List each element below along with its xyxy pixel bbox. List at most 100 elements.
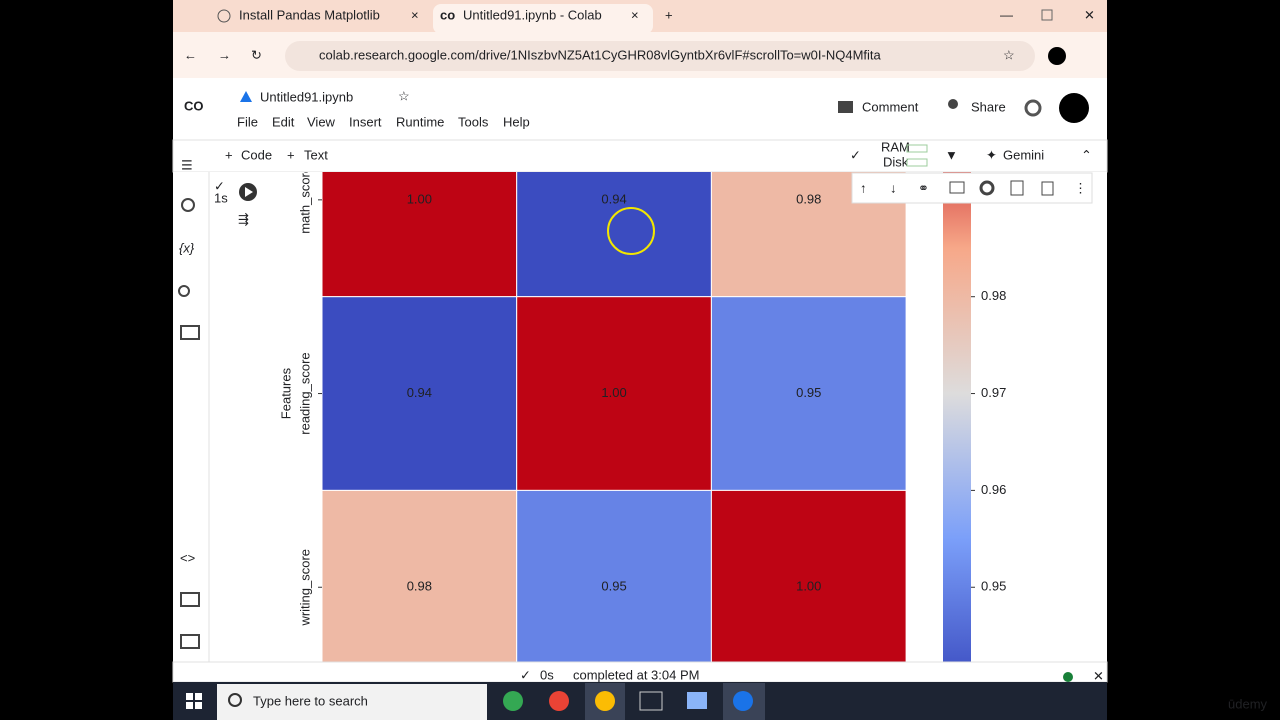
colorbar-tick-label: 0.97	[981, 385, 1006, 400]
tab-title[interactable]: Untitled91.ipynb - Colab	[463, 7, 602, 22]
drive-icon	[240, 91, 252, 102]
colab-logo[interactable]: CO	[184, 98, 204, 113]
tab-title[interactable]: Install Pandas Matplotlib	[239, 7, 380, 22]
status-dot	[1063, 672, 1073, 682]
settings[interactable]	[1024, 99, 1042, 117]
plus: +	[287, 147, 295, 162]
start	[195, 693, 202, 700]
start[interactable]	[186, 693, 193, 700]
more[interactable]: ⋮	[1074, 180, 1087, 195]
colorbar-tick-label: 0.98	[981, 288, 1006, 303]
comment-cell[interactable]	[949, 181, 965, 194]
gemini[interactable]: Gemini	[1003, 147, 1044, 162]
disk-bar	[906, 158, 928, 167]
terminal[interactable]	[180, 634, 200, 649]
cell-settings[interactable]	[979, 180, 995, 196]
back[interactable]: ←	[184, 47, 197, 62]
forward[interactable]: →	[218, 47, 231, 62]
menu-item[interactable]: Runtime	[396, 114, 444, 129]
app-chrome	[595, 691, 615, 711]
search-placeholder[interactable]: Type here to search	[253, 693, 368, 708]
notebook-name[interactable]: Untitled91.ipynb	[260, 89, 353, 104]
toc[interactable]: ☰	[181, 157, 193, 172]
link[interactable]: ⚭	[918, 180, 929, 195]
row-label: reading_score	[297, 352, 312, 434]
search-box[interactable]	[217, 684, 487, 720]
menu-item[interactable]: Edit	[272, 114, 295, 129]
close-window[interactable]: ✕	[1084, 7, 1095, 22]
heatmap-cell	[321, 296, 518, 491]
tab-icon	[217, 9, 231, 23]
reload[interactable]: ↻	[251, 47, 262, 62]
share-icon	[948, 99, 958, 109]
status-time: 0s	[540, 667, 554, 682]
menu-item[interactable]: View	[307, 114, 336, 129]
new-tab[interactable]: +	[665, 7, 673, 22]
watermark: ūdemy	[1228, 696, 1268, 711]
code-snippets[interactable]: <>	[180, 550, 195, 565]
share[interactable]: Share	[971, 99, 1006, 114]
tab-close[interactable]: ×	[411, 7, 419, 22]
cell-label: 0.95	[601, 579, 626, 594]
account[interactable]	[1059, 93, 1089, 123]
url[interactable]: colab.research.google.com/drive/1NIszbvN…	[319, 47, 882, 62]
variables[interactable]: {x}	[179, 240, 195, 255]
gemini-icon: ✦	[986, 147, 997, 162]
cell-label: 0.94	[407, 385, 432, 400]
collapse[interactable]: ⌃	[1081, 147, 1092, 162]
command-palette[interactable]	[180, 592, 200, 607]
search[interactable]	[181, 198, 195, 212]
tab-close[interactable]: ×	[631, 7, 639, 22]
runtime-dropdown[interactable]: ▼	[945, 147, 958, 162]
app[interactable]	[687, 692, 707, 709]
menu-item[interactable]: File	[237, 114, 258, 129]
heatmap-cell	[321, 489, 518, 662]
files[interactable]	[180, 325, 200, 340]
status-close[interactable]: ✕	[1093, 668, 1104, 683]
app-chrome[interactable]	[503, 691, 523, 711]
secrets[interactable]	[178, 285, 190, 297]
heatmap-cell	[516, 172, 712, 298]
menu-item[interactable]: Insert	[349, 114, 382, 129]
start	[195, 702, 202, 709]
delete-cell[interactable]	[1041, 181, 1054, 196]
move-down[interactable]: ↓	[890, 180, 897, 195]
app	[733, 691, 753, 711]
maximize[interactable]	[1041, 9, 1053, 21]
comment[interactable]: Comment	[862, 99, 919, 114]
profile[interactable]	[1048, 47, 1066, 65]
connected: ✓	[850, 147, 861, 162]
cell-done: ✓	[214, 178, 225, 193]
ram-bar	[906, 144, 928, 153]
cell-label: 0.94	[601, 191, 626, 206]
move-up[interactable]: ↑	[860, 180, 867, 195]
minimize[interactable]: —	[1000, 7, 1013, 22]
cell-toolbar	[851, 172, 1093, 204]
app[interactable]	[639, 691, 663, 711]
menu-item[interactable]: Help	[503, 114, 530, 129]
menu-item[interactable]: Tools	[458, 114, 489, 129]
output-menu[interactable]: ⇶	[238, 211, 249, 226]
y-axis-title: Features	[278, 367, 293, 419]
colorbar	[943, 172, 971, 662]
cursor-highlight	[607, 207, 655, 255]
colab-header	[173, 78, 1107, 140]
exec-time: 1s	[214, 190, 228, 205]
comment-icon	[838, 101, 853, 113]
row-label: writing_score	[297, 549, 312, 627]
omnibox[interactable]	[285, 41, 1035, 71]
star[interactable]: ☆	[398, 88, 410, 103]
plus: +	[225, 147, 233, 162]
cell-label: 0.98	[796, 191, 821, 206]
app-chrome[interactable]	[549, 691, 569, 711]
mirror-cell[interactable]	[1010, 180, 1024, 196]
bookmark[interactable]: ☆	[1003, 47, 1015, 62]
cell-label: 1.00	[796, 579, 821, 594]
add-text[interactable]: Text	[304, 147, 328, 162]
search-icon	[228, 693, 242, 707]
cell-label: 0.98	[407, 579, 432, 594]
add-code[interactable]: Code	[241, 147, 272, 162]
colorbar-tick-label: 0.95	[981, 579, 1006, 594]
active-tab[interactable]	[433, 4, 653, 34]
